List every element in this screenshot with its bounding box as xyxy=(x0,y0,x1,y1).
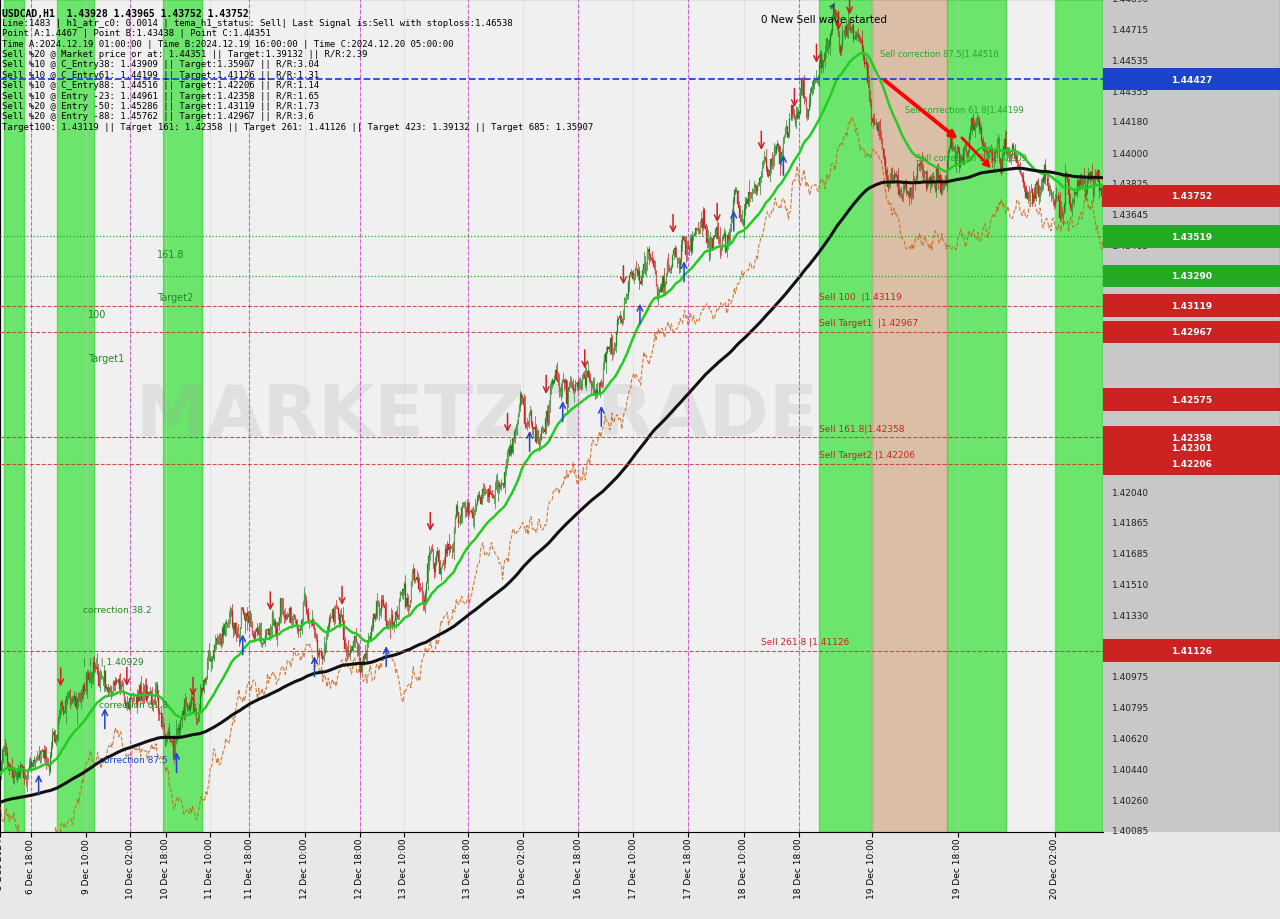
Text: 1.40260: 1.40260 xyxy=(1112,796,1149,805)
Bar xyxy=(1103,226,1280,248)
Text: MARKETZ: MARKETZ xyxy=(136,381,526,450)
Text: 1.40085: 1.40085 xyxy=(1112,826,1149,835)
Text: 1.41510: 1.41510 xyxy=(1112,580,1149,589)
Text: 1.43825: 1.43825 xyxy=(1112,179,1149,188)
Text: Target1: Target1 xyxy=(88,354,124,363)
Text: correction 87.5: correction 87.5 xyxy=(100,755,168,765)
Text: 1.43290: 1.43290 xyxy=(1112,272,1149,281)
Bar xyxy=(4,0,24,832)
Text: 1.41865: 1.41865 xyxy=(1112,518,1149,528)
Text: Sell Target2 |1.42206: Sell Target2 |1.42206 xyxy=(819,450,915,460)
Text: 1.44180: 1.44180 xyxy=(1112,119,1149,127)
Text: correction 61.8: correction 61.8 xyxy=(100,700,168,709)
Text: Sell %10 @ C_Entry38: 1.43909 || Target:1.35907 || R/R:3.04: Sell %10 @ C_Entry38: 1.43909 || Target:… xyxy=(3,61,319,69)
Bar xyxy=(1103,640,1280,662)
Text: Sell 161.8|1.42358: Sell 161.8|1.42358 xyxy=(819,425,904,434)
Text: 1.43290: 1.43290 xyxy=(1171,272,1212,281)
Text: Sell correction 61.8|1.44199: Sell correction 61.8|1.44199 xyxy=(905,106,1024,114)
Text: 1.44535: 1.44535 xyxy=(1112,57,1149,66)
Text: 1.43119: 1.43119 xyxy=(1171,301,1212,311)
Text: 1.42301: 1.42301 xyxy=(1112,443,1149,452)
Text: 161.8: 161.8 xyxy=(156,250,184,260)
Bar xyxy=(1103,426,1280,449)
Text: Target2: Target2 xyxy=(156,293,193,303)
Bar xyxy=(1103,266,1280,288)
Text: Target100: 1.43119 || Target 161: 1.42358 || Target 261: 1.41126 || Target 423: : Target100: 1.43119 || Target 161: 1.4235… xyxy=(3,122,594,131)
Bar xyxy=(1103,295,1280,317)
Text: TRADE: TRADE xyxy=(549,381,819,450)
Text: 1.43645: 1.43645 xyxy=(1112,210,1149,220)
Text: Sell %20 @ Entry -88: 1.45762 || Target:1.42967 || R/R:3.6: Sell %20 @ Entry -88: 1.45762 || Target:… xyxy=(3,112,314,121)
Text: 1.41685: 1.41685 xyxy=(1112,550,1149,559)
Bar xyxy=(1103,453,1280,475)
Text: 1.42967: 1.42967 xyxy=(1112,328,1149,337)
Text: 1.44000: 1.44000 xyxy=(1112,150,1149,158)
Text: 1.43752: 1.43752 xyxy=(1171,192,1212,201)
Text: 1.40975: 1.40975 xyxy=(1112,673,1149,681)
Text: 1.43519: 1.43519 xyxy=(1171,233,1212,242)
Bar xyxy=(947,0,1006,832)
Text: 1.42206: 1.42206 xyxy=(1112,460,1149,469)
Text: Sell %10 @ C_Entry88: 1.44516 || Target:1.42206 || R/R:1.14: Sell %10 @ C_Entry88: 1.44516 || Target:… xyxy=(3,81,319,90)
Text: 1.41126: 1.41126 xyxy=(1171,646,1212,655)
Bar xyxy=(1103,69,1280,91)
Text: 1.40795: 1.40795 xyxy=(1112,704,1149,712)
Text: Point A:1.4467 | Point B:1.43438 | Point C:1.44351: Point A:1.4467 | Point B:1.43438 | Point… xyxy=(3,29,271,39)
Text: Sell correction 87.5|1.44516: Sell correction 87.5|1.44516 xyxy=(881,50,1000,59)
Text: Time A:2024.12.19 01:00:00 | Time B:2024.12.19 16:00:00 | Time C:2024.12.20 05:0: Time A:2024.12.19 01:00:00 | Time B:2024… xyxy=(3,40,453,49)
Bar xyxy=(1103,186,1280,208)
Text: 1.43465: 1.43465 xyxy=(1112,242,1149,251)
Text: 1.44427: 1.44427 xyxy=(1171,75,1212,85)
Text: USDCAD,H1  1.43928 1.43965 1.43752 1.43752: USDCAD,H1 1.43928 1.43965 1.43752 1.4375… xyxy=(3,8,248,18)
Text: Sell correction 38|1.43909: Sell correction 38|1.43909 xyxy=(915,153,1027,163)
Text: Line:1483 | h1_atr_c0: 0.0014 | tema_h1_status: Sell| Last Signal is:Sell with s: Line:1483 | h1_atr_c0: 0.0014 | tema_h1_… xyxy=(3,19,513,28)
Text: 1.42358: 1.42358 xyxy=(1171,434,1212,442)
Text: 1.40440: 1.40440 xyxy=(1112,765,1149,774)
Text: 1.42575: 1.42575 xyxy=(1171,396,1212,404)
Text: Sell 261.8 |1.41126: Sell 261.8 |1.41126 xyxy=(762,638,850,646)
Text: 1.42040: 1.42040 xyxy=(1112,488,1149,497)
Bar xyxy=(1055,0,1103,832)
Text: 1.42400: 1.42400 xyxy=(1112,426,1149,435)
Text: Sell %10 @ C_Entry61: 1.44199 || Target:1.41126 || R/R:1.31: Sell %10 @ C_Entry61: 1.44199 || Target:… xyxy=(3,71,319,80)
Text: Sell %10 @ Entry -23: 1.44961 || Target:1.42358 || R/R:1.65: Sell %10 @ Entry -23: 1.44961 || Target:… xyxy=(3,91,319,100)
Text: correction 38.2: correction 38.2 xyxy=(83,605,151,614)
Text: 1.44355: 1.44355 xyxy=(1112,88,1149,97)
Text: 1.44715: 1.44715 xyxy=(1112,26,1149,35)
Bar xyxy=(58,0,93,832)
Text: Sell %20 @ Market price or at: 1.44351 || Target:1.39132 || R/R:2.39: Sell %20 @ Market price or at: 1.44351 |… xyxy=(3,50,367,59)
Text: | | | | 1.40929: | | | | 1.40929 xyxy=(83,657,143,666)
Bar xyxy=(1103,322,1280,344)
Text: Sell 100  |1.43119: Sell 100 |1.43119 xyxy=(819,293,901,301)
Text: 1.44890: 1.44890 xyxy=(1112,0,1149,5)
Text: Sell %20 @ Entry -50: 1.45286 || Target:1.43119 || R/R:1.73: Sell %20 @ Entry -50: 1.45286 || Target:… xyxy=(3,102,319,111)
Bar xyxy=(819,0,872,832)
Text: 1.41330: 1.41330 xyxy=(1112,611,1149,620)
Text: 1.42575: 1.42575 xyxy=(1112,396,1149,404)
Text: 1.42206: 1.42206 xyxy=(1171,460,1212,469)
Bar xyxy=(164,0,202,832)
Text: 1.42301: 1.42301 xyxy=(1171,443,1212,452)
Text: 1.43119: 1.43119 xyxy=(1112,301,1149,311)
Text: Sell Target1  |1.42967: Sell Target1 |1.42967 xyxy=(819,319,918,328)
Text: 1.40620: 1.40620 xyxy=(1112,734,1149,743)
Text: 0 New Sell wave started: 0 New Sell wave started xyxy=(762,6,887,25)
Bar xyxy=(1103,437,1280,459)
Bar xyxy=(1103,389,1280,412)
Text: 1.42967: 1.42967 xyxy=(1171,328,1212,337)
Bar xyxy=(872,0,947,832)
Text: 100: 100 xyxy=(88,310,106,320)
